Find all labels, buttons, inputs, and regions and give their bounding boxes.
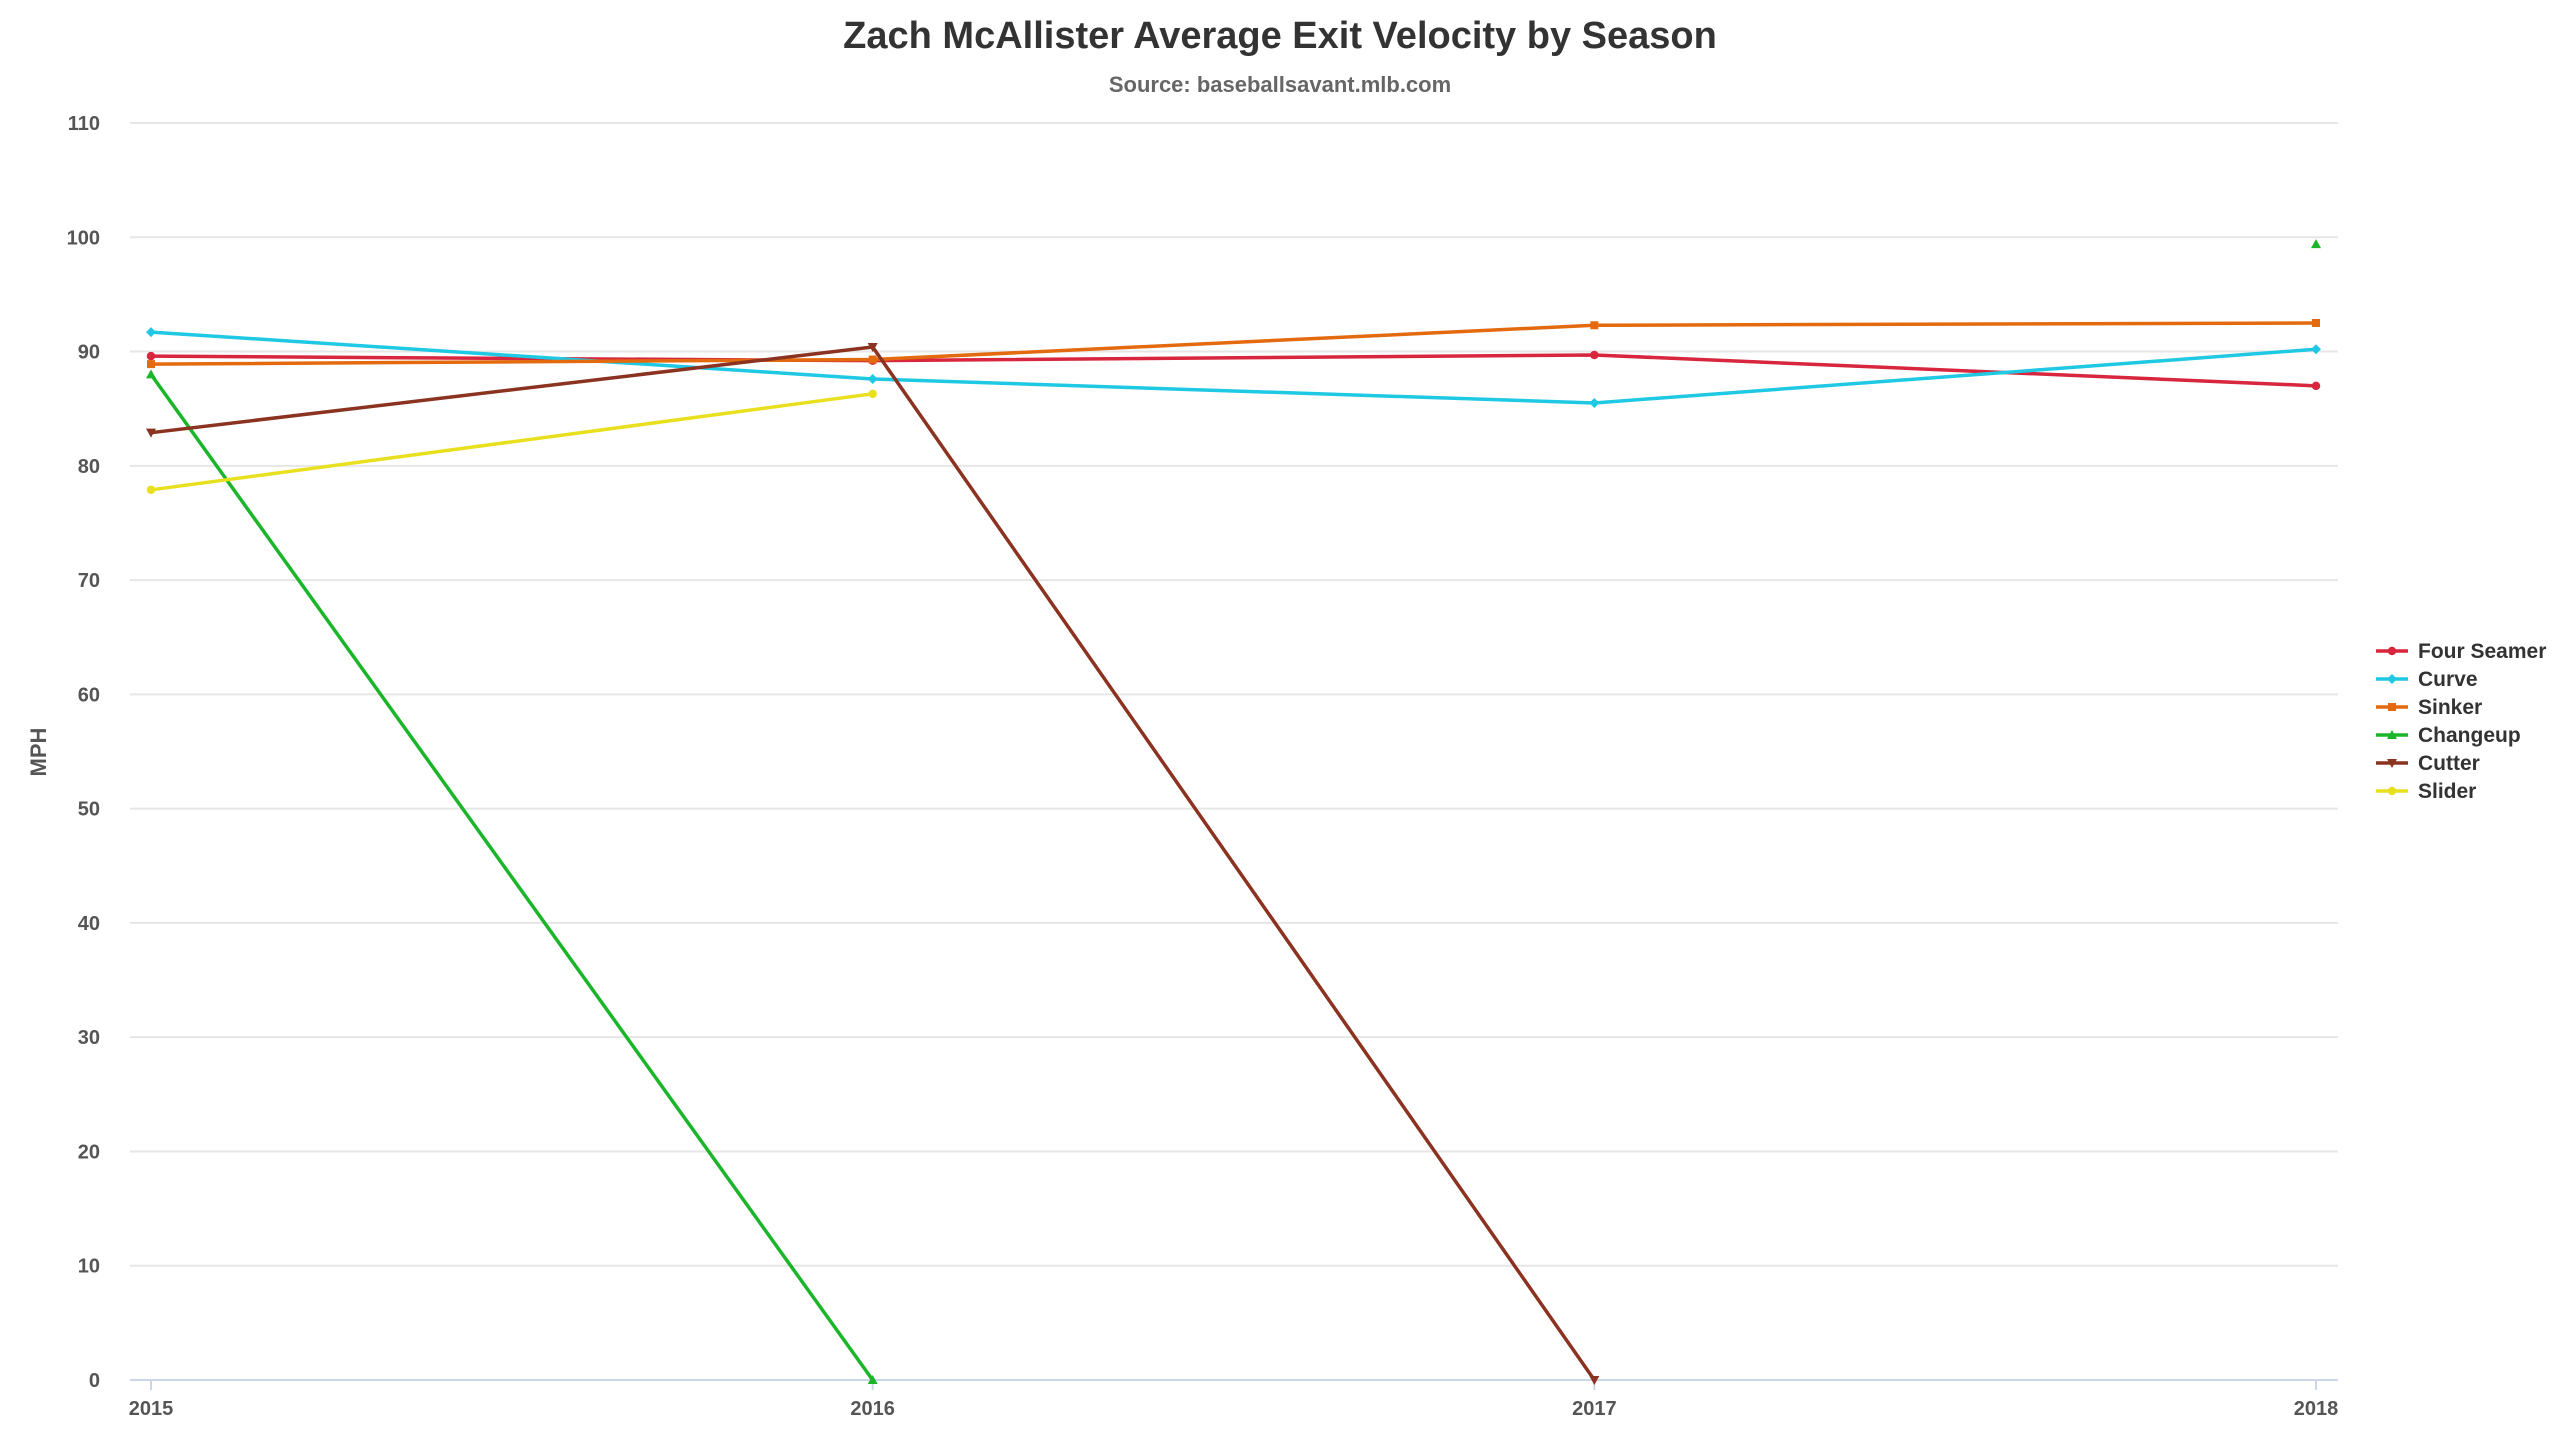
x-tick-label: 2018 bbox=[2294, 1398, 2339, 1420]
data-point bbox=[2312, 318, 2320, 327]
legend-item[interactable]: Slider bbox=[2376, 780, 2476, 803]
y-axis: 0 10 20 30 40 50 60 70 80 90 100 110 bbox=[67, 113, 100, 1392]
y-tick-label: 110 bbox=[68, 113, 100, 135]
y-tick-label: 30 bbox=[78, 1027, 100, 1049]
legend-item[interactable]: Cutter bbox=[2376, 752, 2480, 775]
x-axis: 2015 2016 2017 2018 bbox=[129, 1379, 2339, 1420]
data-point bbox=[2311, 381, 2321, 391]
legend-label: Slider bbox=[2418, 780, 2476, 803]
data-point bbox=[1589, 1376, 1600, 1385]
y-axis-title: MPH bbox=[26, 728, 51, 777]
data-point bbox=[146, 485, 156, 495]
legend-marker bbox=[2387, 786, 2397, 796]
legend-label: Changeup bbox=[2418, 724, 2521, 747]
series-line bbox=[149, 345, 1597, 1382]
y-tick-label: 20 bbox=[78, 1141, 100, 1163]
series-four-seamer bbox=[146, 350, 2321, 391]
legend-item[interactable]: Curve bbox=[2376, 668, 2478, 691]
data-point bbox=[2311, 344, 2321, 355]
series-lines bbox=[146, 239, 2321, 1385]
data-point bbox=[1589, 397, 1600, 408]
legend-label: Four Seamer bbox=[2418, 640, 2546, 663]
legend-item[interactable]: Sinker bbox=[2376, 696, 2482, 719]
series-line bbox=[149, 372, 875, 1382]
series-cutter bbox=[146, 342, 1600, 1385]
legend-marker bbox=[2387, 646, 2397, 656]
data-point bbox=[2311, 239, 2321, 249]
y-tick-label: 70 bbox=[78, 570, 100, 592]
x-tick-label: 2017 bbox=[1572, 1398, 1617, 1420]
gridlines bbox=[130, 122, 2338, 1267]
data-point bbox=[146, 327, 156, 338]
legend-label: Sinker bbox=[2418, 696, 2482, 719]
legend-item[interactable]: Four Seamer bbox=[2376, 640, 2546, 663]
legend: Four Seamer Curve Sinker Changeup Cutter Slid… bbox=[2376, 640, 2546, 803]
series-slider bbox=[146, 389, 877, 495]
legend-label: Curve bbox=[2418, 668, 2478, 691]
legend-label: Cutter bbox=[2418, 752, 2480, 775]
series-line bbox=[149, 330, 2318, 405]
series-line bbox=[149, 353, 2318, 388]
chart-title: Zach McAllister Average Exit Velocity by… bbox=[843, 15, 1717, 57]
y-tick-label: 60 bbox=[78, 684, 100, 706]
data-point bbox=[1590, 350, 1599, 360]
y-tick-label: 90 bbox=[78, 342, 100, 364]
legend-marker bbox=[2387, 730, 2397, 739]
data-point bbox=[868, 389, 877, 399]
data-point bbox=[867, 342, 878, 352]
y-tick-label: 10 bbox=[78, 1256, 100, 1278]
series-changeup bbox=[146, 239, 2321, 1384]
data-point bbox=[147, 360, 155, 369]
data-point bbox=[146, 369, 156, 379]
y-tick-label: 50 bbox=[78, 799, 100, 821]
series-line bbox=[149, 321, 2318, 366]
y-tick-label: 40 bbox=[78, 913, 100, 935]
series-sinker bbox=[147, 318, 2320, 369]
series-line bbox=[149, 392, 875, 492]
data-point bbox=[868, 355, 877, 364]
data-point bbox=[146, 351, 156, 361]
x-tick-label: 2016 bbox=[850, 1398, 895, 1420]
legend-marker bbox=[2387, 759, 2397, 768]
x-tick-label: 2015 bbox=[129, 1398, 174, 1420]
data-point bbox=[146, 428, 156, 438]
legend-item[interactable]: Changeup bbox=[2376, 724, 2521, 747]
series-curve bbox=[146, 327, 2321, 408]
y-tick-label: 0 bbox=[89, 1370, 100, 1392]
legend-marker bbox=[2387, 674, 2397, 684]
y-tick-label: 100 bbox=[67, 227, 100, 249]
chart-subtitle: Source: baseballsavant.mlb.com bbox=[1109, 72, 1451, 97]
y-tick-label: 80 bbox=[78, 456, 100, 478]
data-point bbox=[867, 1375, 878, 1384]
data-point bbox=[867, 373, 878, 384]
data-point bbox=[1590, 321, 1599, 330]
legend-marker bbox=[2388, 703, 2396, 711]
